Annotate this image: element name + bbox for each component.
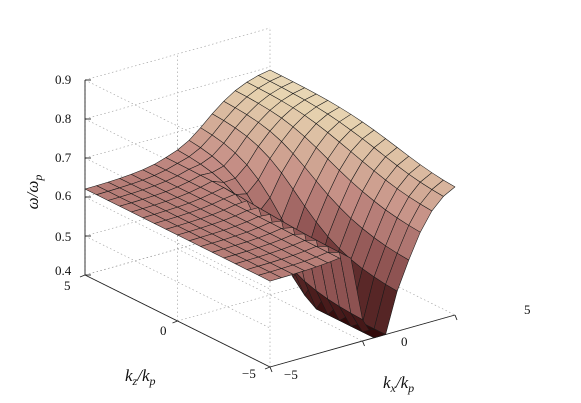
kx-tick: [454, 314, 458, 321]
z-tick-label: 0.7: [55, 150, 72, 165]
z-axis-label: ω/ωp: [23, 175, 45, 210]
kx-tick: [269, 366, 273, 373]
z-tick-label: 0.5: [55, 229, 71, 244]
axis-ticks: [79, 79, 458, 373]
kz-tick: [79, 274, 86, 278]
surface-mesh: [84, 69, 456, 339]
z-tick-label: 0.9: [55, 72, 71, 87]
kx-tick-label: 0: [401, 334, 408, 349]
z-gridline: [84, 235, 271, 329]
z-tick-label: 0.6: [55, 188, 72, 203]
kx-gridline: [269, 222, 456, 316]
surface-facet: [431, 179, 456, 197]
z-gridline: [84, 27, 271, 81]
kx-tick-label: 5: [524, 302, 531, 317]
z-tick-label: 0.8: [55, 111, 71, 126]
kz-tick-label: −5: [242, 366, 256, 381]
z-gridline: [84, 196, 271, 290]
kz-tick-label: 5: [64, 278, 71, 293]
kx-tick: [362, 340, 365, 347]
kz-tick-label: 0: [160, 323, 167, 338]
kz-axis-label: kz/kp: [125, 366, 156, 388]
kx-tick-label: −5: [284, 367, 298, 382]
kz-tick: [172, 320, 178, 324]
kx-axis-label: kx/kp: [383, 373, 414, 395]
z-tick-label: 0.4: [55, 263, 72, 278]
kx-gridline: [177, 248, 363, 342]
kz-tick: [264, 366, 271, 370]
